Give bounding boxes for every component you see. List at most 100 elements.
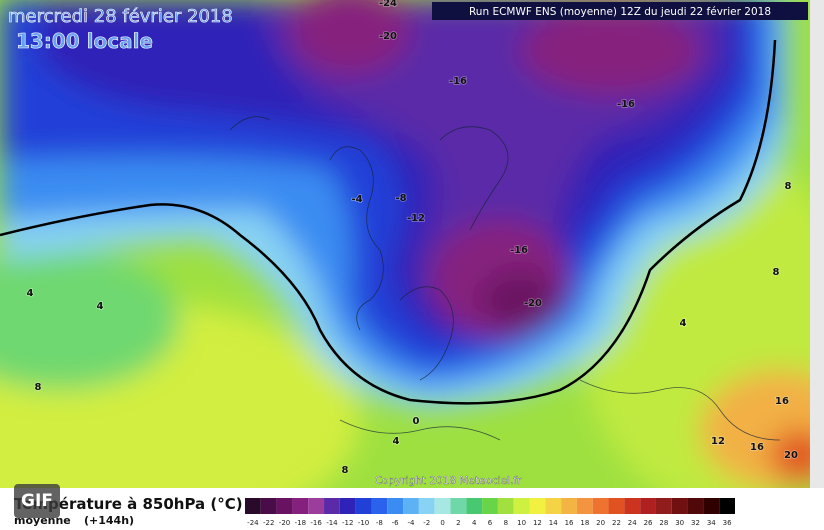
colorbar-label: 24 (628, 519, 637, 527)
colorbar-swatch (371, 498, 388, 514)
colorbar-label: 32 (691, 519, 700, 527)
colorbar-swatch (482, 498, 498, 514)
zero-isotherm (0, 39, 777, 405)
contour-label: -4 (351, 194, 362, 205)
contour-label: -16 (449, 76, 467, 87)
colorbar-swatch (545, 498, 562, 514)
contour-label: 16 (750, 442, 764, 453)
colorbar-label: 10 (517, 519, 526, 527)
colorbar-label: 14 (549, 519, 558, 527)
colorbar-swatch (245, 498, 261, 514)
contour-label: 12 (711, 436, 725, 447)
coastlines (229, 116, 781, 441)
colorbar-label: 18 (580, 519, 589, 527)
colorbar-swatch (308, 498, 325, 514)
colorbar-swatch (592, 498, 609, 514)
colorbar-label: -4 (407, 519, 415, 527)
colorbar-label: -14 (326, 519, 338, 527)
run-info: Run ECMWF ENS (moyenne) 12Z du jeudi 22 … (469, 6, 771, 18)
colorbar: -24 -22 -20 -18 -16 -14 -12 -10 -8 -6 -4 -2 0 2 4 6 8 10 1… (245, 498, 735, 527)
colorbar-label: -22 (263, 519, 274, 527)
colorbar-swatch (260, 498, 277, 514)
gif-label[interactable]: GIF (21, 491, 53, 511)
colorbar-label: 36 (723, 519, 732, 527)
colorbar-swatch (703, 498, 720, 514)
colorbar-label: 20 (596, 519, 605, 527)
contour-label: -20 (524, 298, 542, 309)
colorbar-label: -20 (279, 519, 290, 527)
contour-label: 8 (773, 267, 780, 278)
colorbar-label: 6 (488, 519, 493, 527)
colorbar-swatch (324, 498, 340, 514)
colorbar-label: 2 (456, 519, 460, 527)
contour-label: 16 (775, 396, 789, 407)
forecast-time: 13:00 locale (16, 29, 153, 53)
colorbar-swatch (450, 498, 467, 514)
colorbar-swatch (640, 498, 656, 514)
contour-labels: -24 -20 -16 -16 -8 -4 -12 -16 -20 4 4 8 … (26, 0, 799, 477)
contour-label: 4 (393, 436, 400, 447)
contour-label: 4 (27, 288, 34, 299)
contour-label: -8 (395, 193, 406, 204)
run-banner (432, 2, 808, 20)
colorbar-swatch (655, 498, 672, 514)
gif-button[interactable] (14, 484, 60, 518)
colorbar-swatch (292, 498, 309, 514)
colorbar-swatch (576, 498, 593, 514)
colorbar-swatch (671, 498, 688, 514)
contour-label: -24 (379, 0, 397, 9)
colorbar-label: 28 (659, 519, 668, 527)
colorbar-swatch (513, 498, 530, 514)
colorbar-swatch (529, 498, 546, 514)
colorbar-swatch (434, 498, 451, 514)
contour-label: 8 (342, 465, 349, 476)
colorbar-swatch (608, 498, 625, 514)
colorbar-label: -16 (310, 519, 322, 527)
scrollbar (810, 0, 824, 488)
contour-label: -12 (407, 213, 425, 224)
colorbar-swatch (276, 498, 293, 514)
contour-label: 8 (35, 382, 42, 393)
colorbar-label: 16 (565, 519, 574, 527)
colorbar-label: 8 (504, 519, 508, 527)
contour-label: 20 (784, 450, 798, 461)
colorbar-label: -18 (295, 519, 306, 527)
legend-title: Température à 850hPa (°C) (14, 495, 243, 513)
contour-label: -16 (510, 245, 528, 256)
contour-label: 4 (680, 318, 687, 329)
contour-label: -20 (379, 31, 397, 42)
colorbar-label: 4 (472, 519, 477, 527)
colorbar-label: -24 (247, 519, 259, 527)
colorbar-swatch (466, 498, 483, 514)
colorbar-label: 22 (612, 519, 621, 527)
legend-lead: (+144h) (84, 514, 134, 527)
colorbar-swatch (355, 498, 372, 514)
colorbar-swatch (387, 498, 404, 514)
colorbar-label: 12 (533, 519, 542, 527)
colorbar-label: -10 (358, 519, 369, 527)
colorbar-label: 34 (707, 519, 716, 527)
contour-label: -16 (617, 99, 635, 110)
colorbar-swatch (497, 498, 514, 514)
colorbar-swatch (624, 498, 641, 514)
copyright: Copyright 2018 Meteociel.fr (375, 475, 522, 487)
contour-label: 0 (413, 416, 420, 427)
forecast-date: mercredi 28 février 2018 (8, 6, 233, 27)
colorbar-swatch (339, 498, 356, 514)
colorbar-label: 26 (644, 519, 653, 527)
colorbar-swatch (403, 498, 419, 514)
colorbar-swatch (687, 498, 704, 514)
colorbar-label: -6 (392, 519, 400, 527)
colorbar-swatch (418, 498, 435, 514)
contour-label: 8 (785, 181, 792, 192)
colorbar-label: -12 (342, 519, 353, 527)
colorbar-label: 0 (440, 519, 444, 527)
colorbar-label: 30 (675, 519, 684, 527)
colorbar-label: -2 (423, 519, 430, 527)
colorbar-swatch (719, 498, 735, 514)
contour-label: 4 (97, 301, 104, 312)
colorbar-swatch (561, 498, 577, 514)
